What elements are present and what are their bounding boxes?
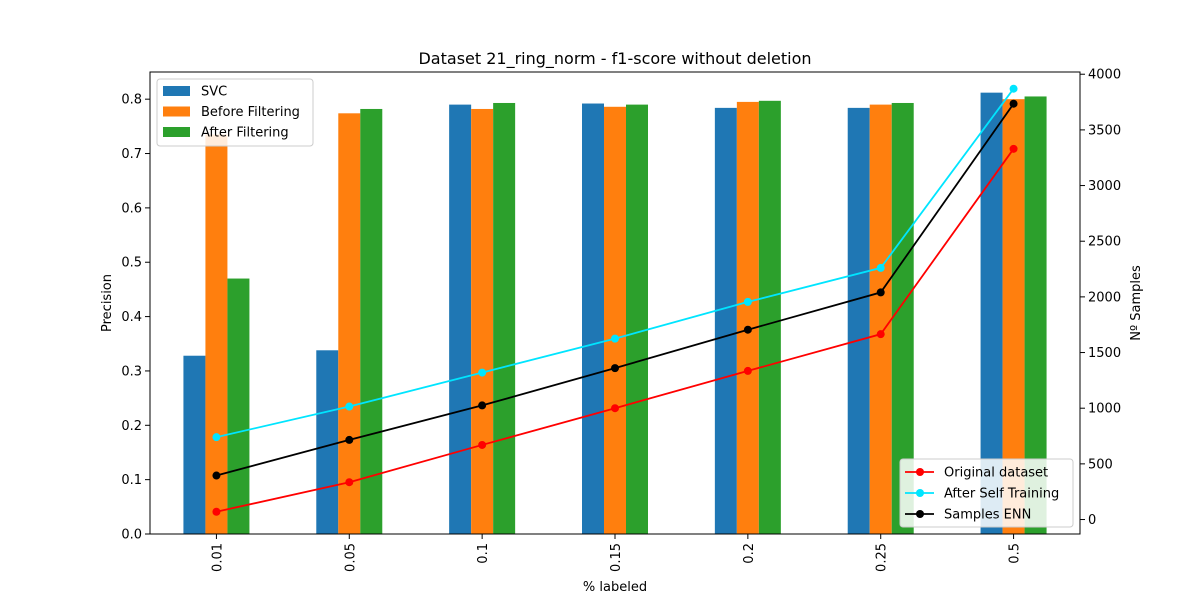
bar [758,100,781,534]
y2-tick-label: 3000 [1088,179,1121,194]
bar [1024,96,1047,534]
bar [338,113,361,535]
y-tick-label: 0.4 [121,310,142,325]
y-axis-right: 0 500 1000 1500 2000 2500 3000 3500 4000 [1080,68,1121,528]
bar [360,108,383,535]
y2-axis-label: Nº Samples [1129,265,1144,341]
bar [714,107,737,535]
y-tick-label: 0.7 [121,147,142,162]
legend-label: After Self Training [944,487,1059,502]
data-point [345,478,354,487]
x-tick-label: 0.25 [875,543,890,572]
y-tick-label: 0.0 [121,528,142,543]
bar [736,101,759,535]
y-axis-label: Precision [100,274,115,332]
x-tick-label: 0.01 [210,543,225,572]
y2-tick-label: 2500 [1088,235,1121,250]
bar [626,104,648,535]
bars-layer [183,92,1047,535]
bar [493,102,516,535]
data-point [876,263,885,272]
data-point [212,507,221,516]
y-tick-label: 0.5 [121,256,142,271]
x-tick-label: 0.1 [476,543,491,564]
data-point [478,368,487,377]
legend-box [899,458,1074,528]
x-tick-label: 0.5 [1008,543,1023,564]
legend-label: Before Filtering [201,105,300,120]
legend-bars: SVC Before Filtering After Filtering [156,78,314,147]
data-point [876,330,885,339]
y2-tick-label: 0 [1088,513,1096,528]
y2-tick-label: 3500 [1088,123,1121,138]
bar [980,92,1003,535]
bar [847,107,870,535]
bar [604,106,626,534]
bar [869,104,892,535]
legend-label: SVC [201,85,227,100]
bar [471,108,494,535]
legend-swatch [163,86,190,96]
legend-marker [916,510,924,518]
x-tick-label: 0.05 [343,543,358,572]
legend-swatch [163,106,190,117]
data-point [212,471,221,480]
legend-swatch [163,127,190,137]
legend-box [156,78,314,147]
data-point [876,288,885,297]
data-point [345,402,354,411]
bar [1002,99,1025,535]
x-tick-label: 0.15 [609,543,624,572]
data-point [478,440,487,449]
legend-lines: Original dataset After Self Training Sampl… [899,458,1074,528]
data-point [478,401,487,410]
y2-tick-label: 2000 [1088,290,1121,305]
legend-marker [916,489,924,497]
y2-tick-label: 4000 [1088,68,1121,83]
data-point [611,404,619,413]
bar [227,278,250,534]
y-tick-label: 0.1 [121,473,142,488]
y-tick-label: 0.3 [121,364,142,379]
data-point [1009,84,1018,93]
lines-layer [212,84,1018,516]
y-axis-left: 0.0 0.1 0.2 0.3 0.4 0.5 0.6 0.7 0.8 [121,93,150,543]
y2-tick-label: 1000 [1088,402,1121,417]
data-point [611,334,619,343]
data-point [743,366,752,375]
x-tick-label: 0.2 [742,543,757,564]
y-tick-label: 0.6 [121,201,142,216]
bar [205,134,228,534]
x-axis: 0.01 0.05 0.1 0.15 0.2 0.25 0.5 [210,534,1023,572]
legend-label: Samples ENN [944,508,1031,523]
data-point [1009,144,1018,153]
legend-label: After Filtering [201,126,289,141]
bar [316,350,339,534]
x-axis-label: % labeled [583,580,647,595]
bar [891,102,914,535]
data-point [611,364,619,373]
bar [582,103,604,534]
data-point [743,297,752,306]
y2-tick-label: 500 [1088,457,1113,472]
data-point [743,325,752,334]
bar [449,104,472,535]
data-point [212,433,221,442]
y-tick-label: 0.2 [121,419,142,434]
chart-title: Dataset 21_ring_norm - f1-score without … [418,49,811,69]
bar [183,355,206,534]
y2-tick-label: 1500 [1088,346,1121,361]
data-point [345,435,354,444]
legend-label: Original dataset [944,466,1048,481]
data-point [1009,99,1018,108]
y-tick-label: 0.8 [121,93,142,108]
legend-marker [916,468,924,476]
